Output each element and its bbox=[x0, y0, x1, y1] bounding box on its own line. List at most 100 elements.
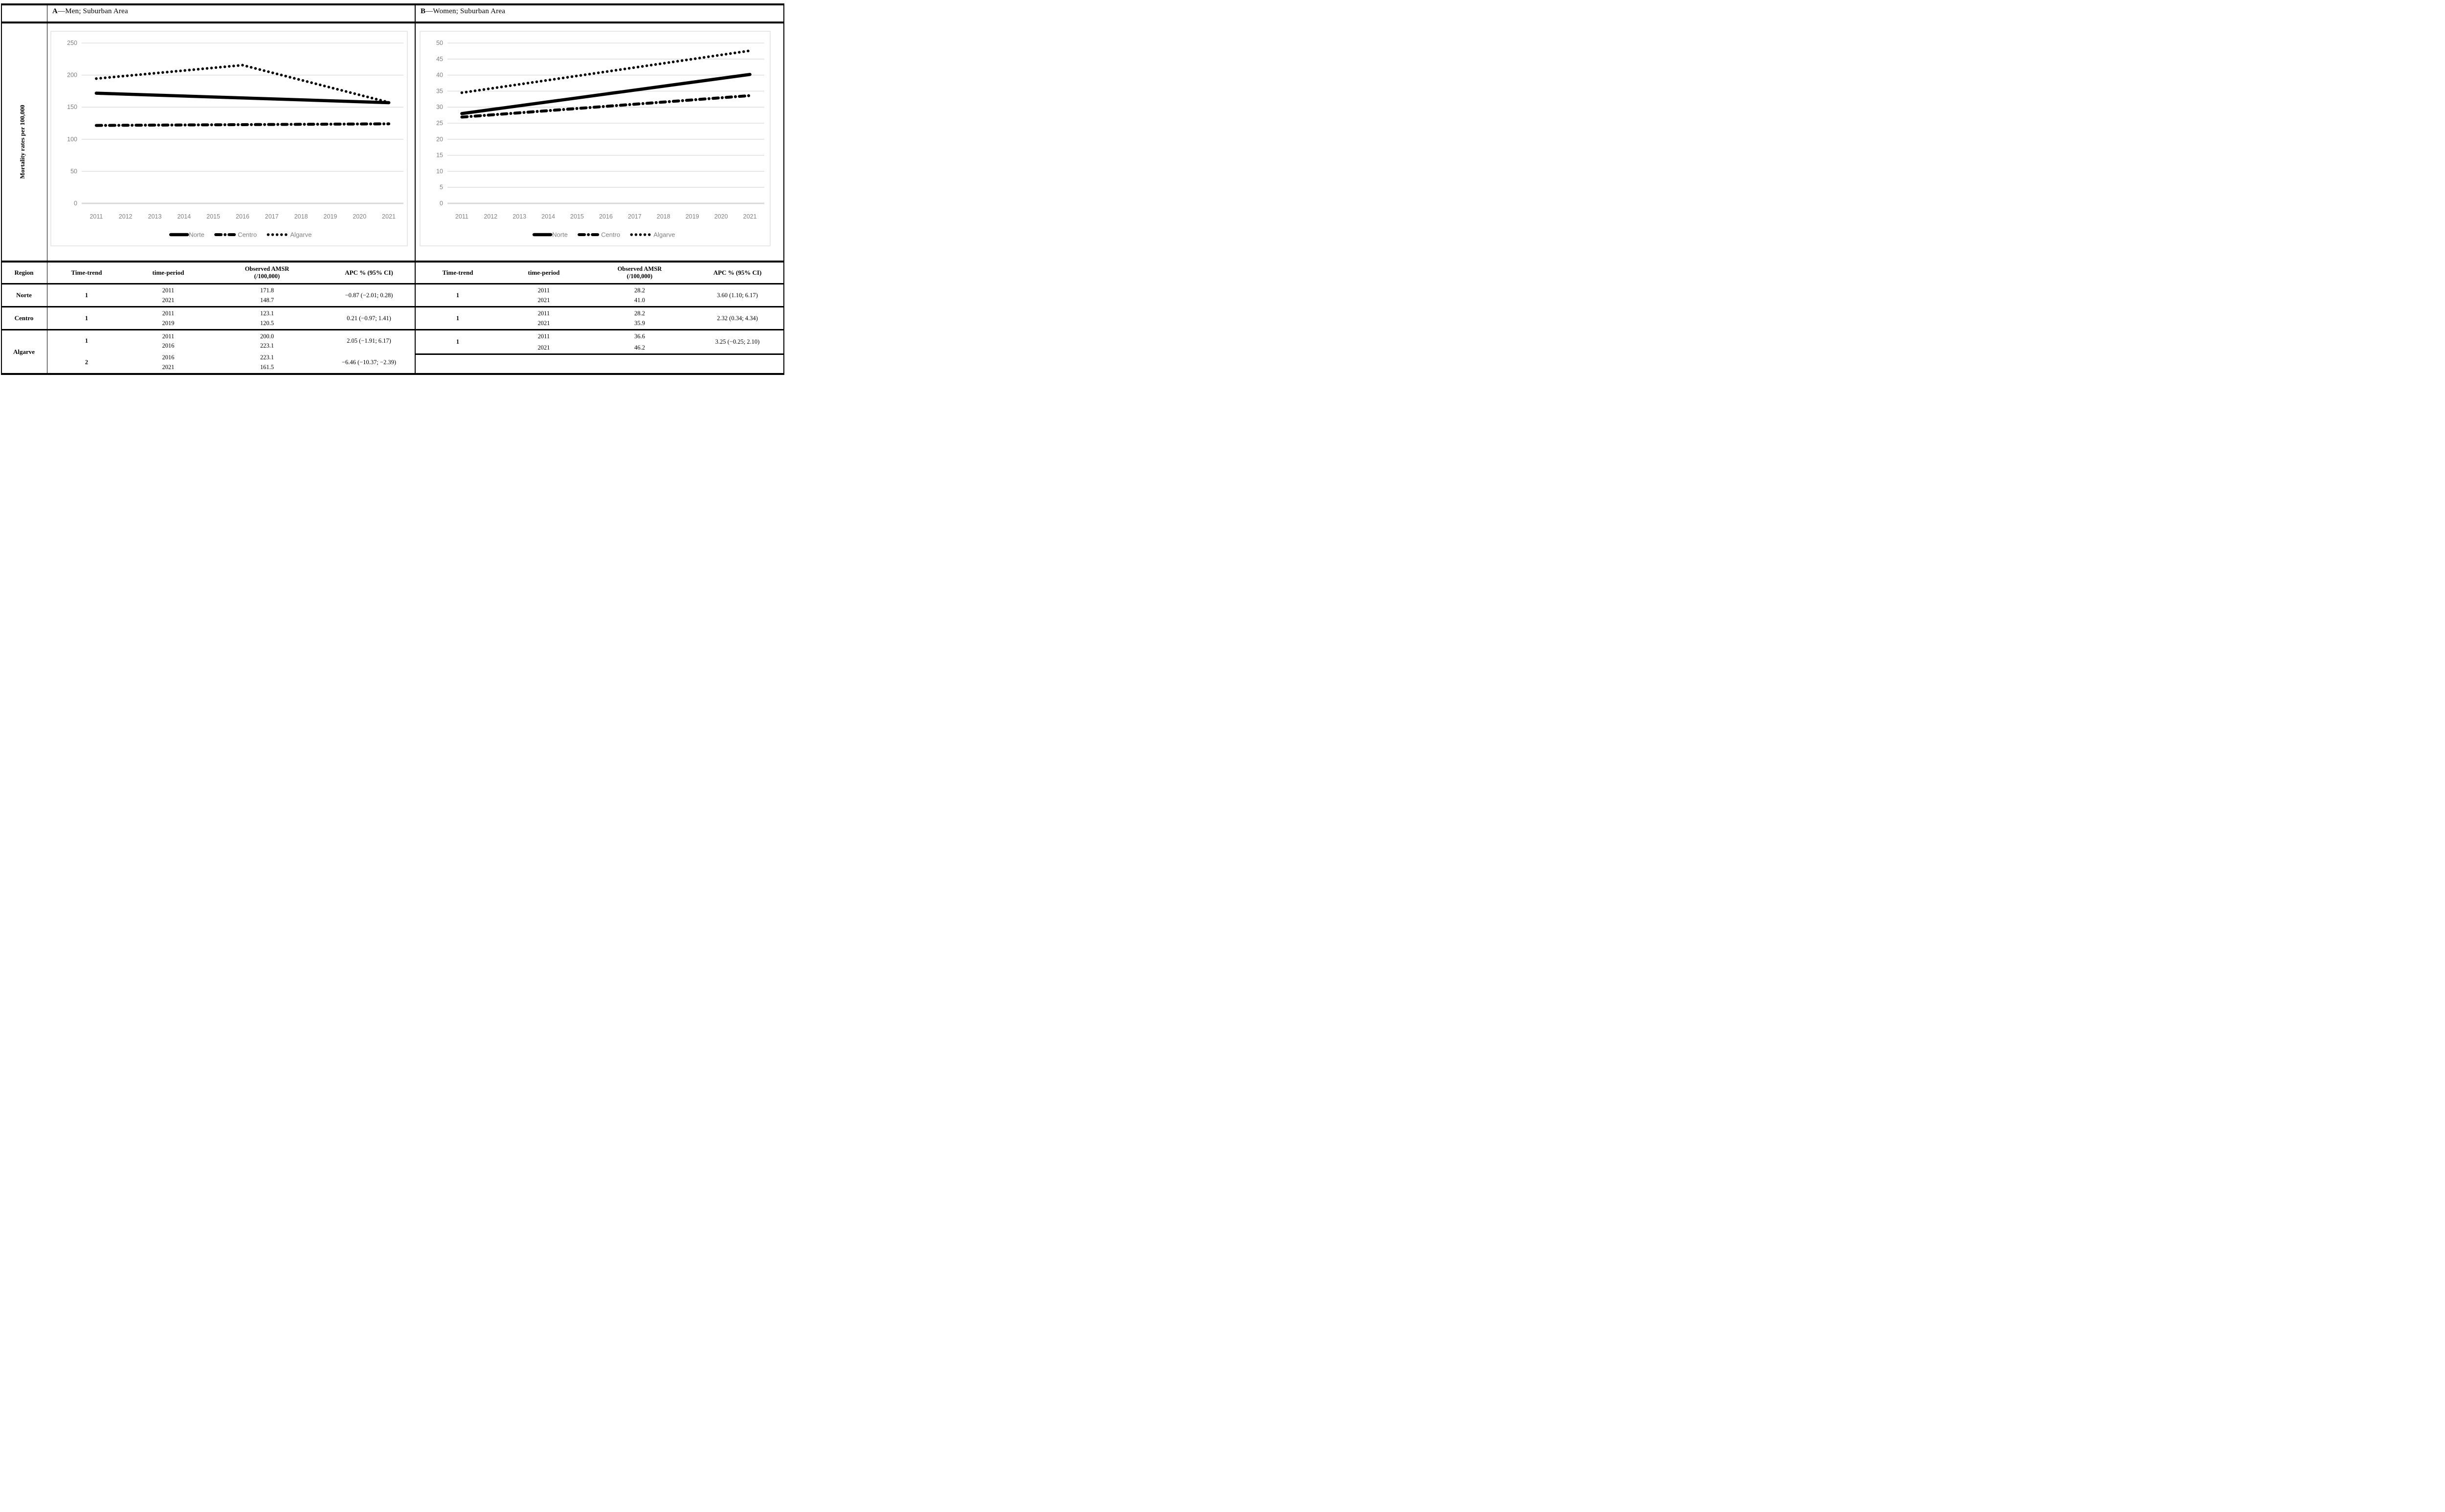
y-tick-label: 250 bbox=[67, 40, 77, 46]
apc-value: 3.25 (−0.25; 2.10) bbox=[715, 338, 760, 345]
column-header: APC % (95% CI) bbox=[345, 269, 393, 277]
amsr-values: 123.1 120.5 bbox=[211, 307, 323, 329]
legend-label: Norte bbox=[189, 231, 204, 239]
amsr-value: 120.5 bbox=[260, 320, 274, 327]
apc-value: 3.60 (1.10; 6.17) bbox=[717, 291, 758, 299]
x-tick-label: 2017 bbox=[628, 213, 642, 220]
amsr-values: 28.2 41.0 bbox=[588, 285, 691, 306]
column-header: Observed AMSR (/100,000) bbox=[211, 263, 323, 283]
time-trend-value: 1 bbox=[456, 338, 460, 345]
y-tick-label: 50 bbox=[436, 40, 443, 46]
x-tick-label: 2015 bbox=[570, 213, 584, 220]
x-tick-label: 2018 bbox=[294, 213, 308, 220]
border-top bbox=[1, 3, 784, 5]
chart-frame bbox=[50, 31, 408, 246]
period-year: 2011 bbox=[162, 310, 175, 317]
x-tick-label: 2011 bbox=[89, 213, 103, 220]
divider-row-centro bbox=[1, 329, 784, 330]
x-tick-label: 2011 bbox=[455, 213, 468, 220]
amsr-values: 171.8 148.7 bbox=[211, 285, 323, 306]
time-period-values: 2011 2021 bbox=[500, 307, 588, 329]
time-trend-value: 1 bbox=[85, 291, 89, 299]
x-tick-label: 2017 bbox=[265, 213, 279, 220]
women-table-header: Time-trend time-period Observed AMSR (/100,… bbox=[416, 263, 783, 283]
figure-panel: A—Men; Suburban Area B—Women; Suburban A… bbox=[0, 0, 785, 378]
x-tick-label: 2016 bbox=[236, 213, 249, 220]
time-period-values: 2011 2016 bbox=[126, 330, 211, 351]
period-year: 2019 bbox=[162, 320, 175, 327]
table-row-men-algarve-1: 1 2011 2016 200.0 223.1 2.05 (−1.91; 6.17) bbox=[47, 330, 415, 351]
divider-chart-bottom bbox=[1, 261, 784, 263]
x-tick-label: 2020 bbox=[353, 213, 366, 220]
y-tick-label: 150 bbox=[67, 104, 77, 110]
border-left bbox=[1, 3, 2, 375]
amsr-value: 41.0 bbox=[634, 297, 645, 304]
period-year: 2016 bbox=[162, 342, 175, 349]
x-tick-label: 2019 bbox=[324, 213, 337, 220]
y-tick-label: 15 bbox=[436, 152, 443, 159]
amsr-value: 148.7 bbox=[260, 297, 274, 304]
amsr-value: 223.1 bbox=[260, 354, 274, 361]
column-header: time-period bbox=[152, 269, 184, 277]
border-bottom bbox=[1, 373, 784, 375]
men-table-header: Time-trend time-period Observed AMSR (/100,… bbox=[47, 263, 415, 283]
column-header-line: (/100,000) bbox=[254, 273, 280, 280]
amsr-values: 223.1 161.5 bbox=[211, 351, 323, 373]
region-name: Algarve bbox=[13, 348, 35, 355]
table-row-men-algarve-2: 2 2016 2021 223.1 161.5 −6.46 (−10.37; −2.39) bbox=[47, 351, 415, 373]
column-header: Time-trend bbox=[442, 269, 473, 277]
apc-value: −0.87 (−2.01; 0.28) bbox=[345, 291, 393, 299]
apc-value: 2.05 (−1.91; 6.17) bbox=[347, 337, 391, 344]
amsr-value: 46.2 bbox=[634, 344, 645, 351]
time-period-values: 2016 2021 bbox=[126, 351, 211, 373]
y-tick-label: 30 bbox=[436, 104, 443, 110]
divider-right-table-bottom bbox=[415, 353, 784, 355]
time-period-values: 2011 2021 bbox=[500, 330, 588, 353]
table-row-women-centro: 1 2011 2021 28.2 35.9 2.32 (0.34; 4.34) bbox=[416, 307, 783, 329]
y-tick-label: 50 bbox=[70, 168, 77, 175]
amsr-value: 28.2 bbox=[634, 310, 645, 317]
apc-value: 2.32 (0.34; 4.34) bbox=[717, 314, 758, 322]
legend-label: Centro bbox=[601, 231, 620, 239]
period-year: 2011 bbox=[162, 333, 175, 340]
x-tick-label: 2012 bbox=[484, 213, 497, 220]
apc-value: −6.46 (−10.37; −2.39) bbox=[341, 358, 397, 366]
x-tick-label: 2013 bbox=[512, 213, 526, 220]
series-line-algarve bbox=[460, 49, 752, 94]
amsr-value: 35.9 bbox=[634, 320, 645, 327]
column-header: time-period bbox=[528, 269, 560, 277]
series-line-norte bbox=[460, 73, 752, 115]
amsr-value: 223.1 bbox=[260, 342, 274, 349]
series-line-centro bbox=[460, 94, 752, 119]
amsr-value: 200.0 bbox=[260, 333, 274, 340]
table-row-men-norte: 1 2011 2021 171.8 148.7 −0.87 (−2.01; 0.28) bbox=[47, 285, 415, 306]
column-header: Observed AMSR (/100,000) bbox=[588, 263, 691, 283]
panel-b-title-text: —Women; Suburban Area bbox=[425, 7, 506, 15]
divider-header-bottom bbox=[1, 283, 784, 285]
amsr-value: 36.6 bbox=[634, 333, 645, 340]
table-row-men-centro: 1 2011 2019 123.1 120.5 0.21 (−0.97; 1.41) bbox=[47, 307, 415, 329]
apc-value: 0.21 (−0.97; 1.41) bbox=[347, 314, 391, 322]
women-chart: 0 5 10 15 20 25 30 35 40 45 50 2011 2012 2013 2014 2015… bbox=[420, 31, 771, 246]
series-line-norte bbox=[94, 91, 391, 105]
amsr-value: 123.1 bbox=[260, 310, 274, 317]
period-year: 2021 bbox=[537, 344, 550, 351]
legend-label: Algarve bbox=[653, 231, 675, 239]
amsr-value: 161.5 bbox=[260, 364, 274, 371]
series-line-centro bbox=[94, 122, 391, 127]
y-tick-label: 35 bbox=[436, 88, 443, 94]
panel-a-letter: A bbox=[52, 7, 58, 15]
period-year: 2011 bbox=[537, 287, 550, 294]
x-tick-label: 2015 bbox=[206, 213, 220, 220]
y-tick-label: 0 bbox=[74, 200, 77, 207]
border-right bbox=[783, 3, 784, 375]
amsr-values: 200.0 223.1 bbox=[211, 330, 323, 351]
period-year: 2021 bbox=[162, 364, 175, 371]
table-row-women-norte: 1 2011 2021 28.2 41.0 3.60 (1.10; 6.17) bbox=[416, 285, 783, 306]
region-column-header: Region bbox=[14, 269, 34, 276]
panel-a-title: A—Men; Suburban Area bbox=[52, 7, 128, 16]
region-name: Norte bbox=[16, 291, 32, 299]
region-name: Centro bbox=[14, 314, 34, 322]
x-tick-label: 2016 bbox=[599, 213, 613, 220]
amsr-values: 28.2 35.9 bbox=[588, 307, 691, 329]
